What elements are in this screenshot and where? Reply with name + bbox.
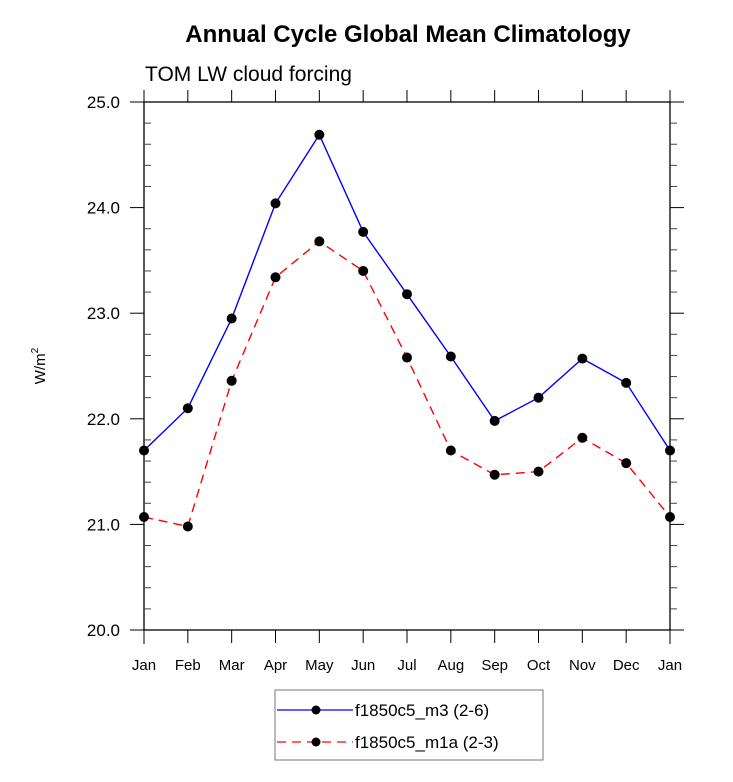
data-point-0 bbox=[665, 445, 675, 456]
data-point-0 bbox=[182, 403, 193, 414]
data-point-0 bbox=[533, 392, 544, 403]
data-point-1 bbox=[445, 445, 456, 456]
legend-label-1: f1850c5_m1a (2-3) bbox=[355, 733, 499, 752]
x-tick-label: Sep bbox=[481, 657, 508, 674]
axes: Jan Feb Mar Apr May Jun Jul Aug Sep Oct Nov Dec Jan 2… bbox=[87, 90, 684, 674]
data-point-0 bbox=[358, 226, 369, 237]
chart-title: Annual Cycle Global Mean Climatology bbox=[185, 21, 631, 48]
x-tick-label: Jun bbox=[351, 657, 375, 674]
x-tick-label: Jul bbox=[397, 657, 416, 674]
x-tick-label: Aug bbox=[437, 657, 464, 674]
y-tick-label: 23.0 bbox=[87, 304, 120, 323]
data-point-1 bbox=[533, 466, 544, 477]
data-point-1 bbox=[314, 236, 325, 247]
data-point-1 bbox=[226, 375, 237, 386]
chart-subtitle: TOM LW cloud forcing bbox=[145, 63, 352, 86]
y-tick-label: 20.0 bbox=[87, 621, 120, 640]
data-point-0 bbox=[577, 353, 588, 364]
y-axis-label: W/m2 bbox=[30, 347, 49, 384]
y-tick-label: 22.0 bbox=[87, 410, 120, 429]
x-tick-label: Jan bbox=[132, 657, 156, 674]
data-point-0 bbox=[445, 351, 456, 362]
x-tick-label: Dec bbox=[613, 657, 640, 674]
data-point-1 bbox=[139, 512, 149, 523]
data-point-1 bbox=[577, 432, 588, 443]
data-point-1 bbox=[489, 469, 500, 480]
y-axis-label-text: W/m bbox=[32, 353, 49, 384]
x-tick-label: Apr bbox=[264, 657, 287, 674]
data-point-1 bbox=[182, 521, 193, 532]
data-point-0 bbox=[402, 289, 412, 300]
legend-marker-1 bbox=[311, 737, 321, 747]
y-tick-label: 21.0 bbox=[87, 515, 120, 534]
x-tick-label: Feb bbox=[175, 657, 201, 674]
data-point-1 bbox=[270, 272, 281, 283]
data-point-1 bbox=[358, 265, 369, 276]
plot-frame bbox=[143, 101, 671, 631]
data-point-0 bbox=[270, 198, 281, 209]
legend-box bbox=[274, 689, 544, 761]
data-point-1 bbox=[621, 458, 632, 469]
data-point-0 bbox=[139, 445, 149, 456]
legend: f1850c5_m3 (2-6) f1850c5_m1a (2-3) bbox=[274, 689, 544, 761]
x-tick-label: Oct bbox=[527, 657, 551, 674]
legend-marker-0 bbox=[311, 705, 321, 715]
y-tick-label: 24.0 bbox=[87, 199, 120, 218]
data-point-0 bbox=[226, 313, 237, 324]
data-point-1 bbox=[665, 512, 675, 523]
data-point-0 bbox=[489, 415, 500, 426]
x-tick-label: Nov bbox=[569, 657, 596, 674]
svg-text:W/m2: W/m2 bbox=[30, 347, 49, 384]
series-layer bbox=[139, 129, 675, 532]
legend-label-0: f1850c5_m3 (2-6) bbox=[355, 701, 489, 720]
y-tick-label: 25.0 bbox=[87, 93, 120, 112]
data-point-0 bbox=[621, 377, 632, 388]
data-point-1 bbox=[402, 352, 412, 363]
x-tick-label: May bbox=[305, 657, 334, 674]
x-tick-label: Mar bbox=[219, 657, 245, 674]
series-line-1 bbox=[143, 240, 671, 528]
x-tick-label: Jan bbox=[658, 657, 682, 674]
data-point-0 bbox=[314, 129, 325, 140]
y-axis-label-superscript: 2 bbox=[30, 347, 41, 353]
